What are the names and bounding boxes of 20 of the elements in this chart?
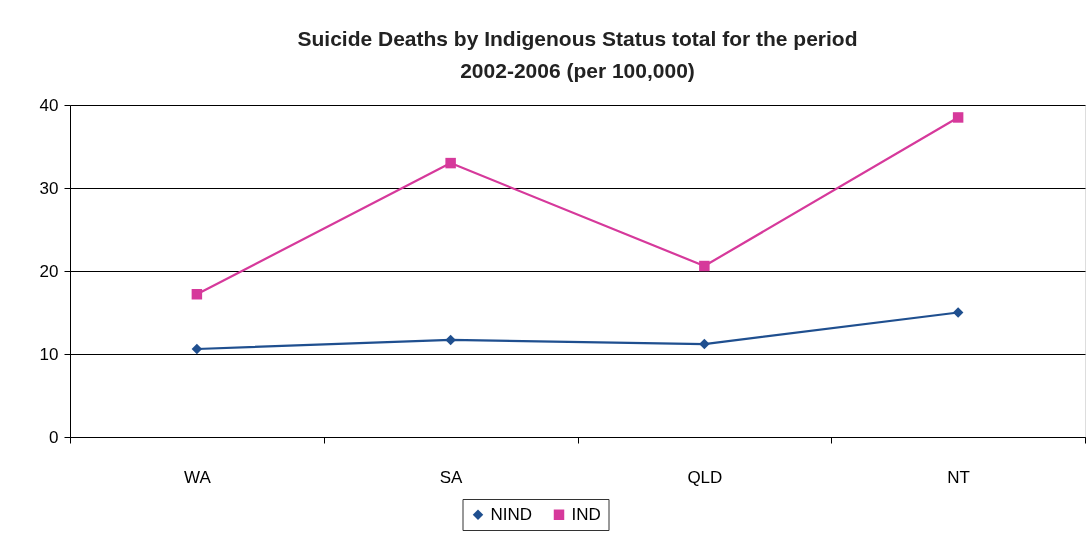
x-tick-label: NT: [947, 467, 970, 487]
y-tick-label: 20: [39, 261, 59, 281]
x-tick-label: WA: [183, 467, 212, 487]
point: [191, 289, 203, 300]
y-tick-label: 0: [49, 427, 59, 447]
y-tick-label: 40: [39, 95, 59, 115]
point: [699, 338, 710, 350]
point: [952, 112, 964, 123]
x-tick-label: SA: [439, 467, 464, 487]
legend-label: NIND: [490, 504, 533, 524]
point: [699, 260, 710, 272]
y-tick-label: 10: [39, 344, 59, 364]
point: [191, 343, 203, 355]
chart-title: Suicide Deaths by Indigenous Status total for the period 2002-2006 (per 100,000): [297, 27, 858, 82]
y-tick-label: 30: [39, 178, 59, 198]
point: [445, 157, 456, 169]
x-tick-label: QLD: [687, 467, 723, 487]
point: [952, 307, 964, 318]
legend-label: IND: [571, 504, 601, 524]
point: [445, 334, 456, 346]
